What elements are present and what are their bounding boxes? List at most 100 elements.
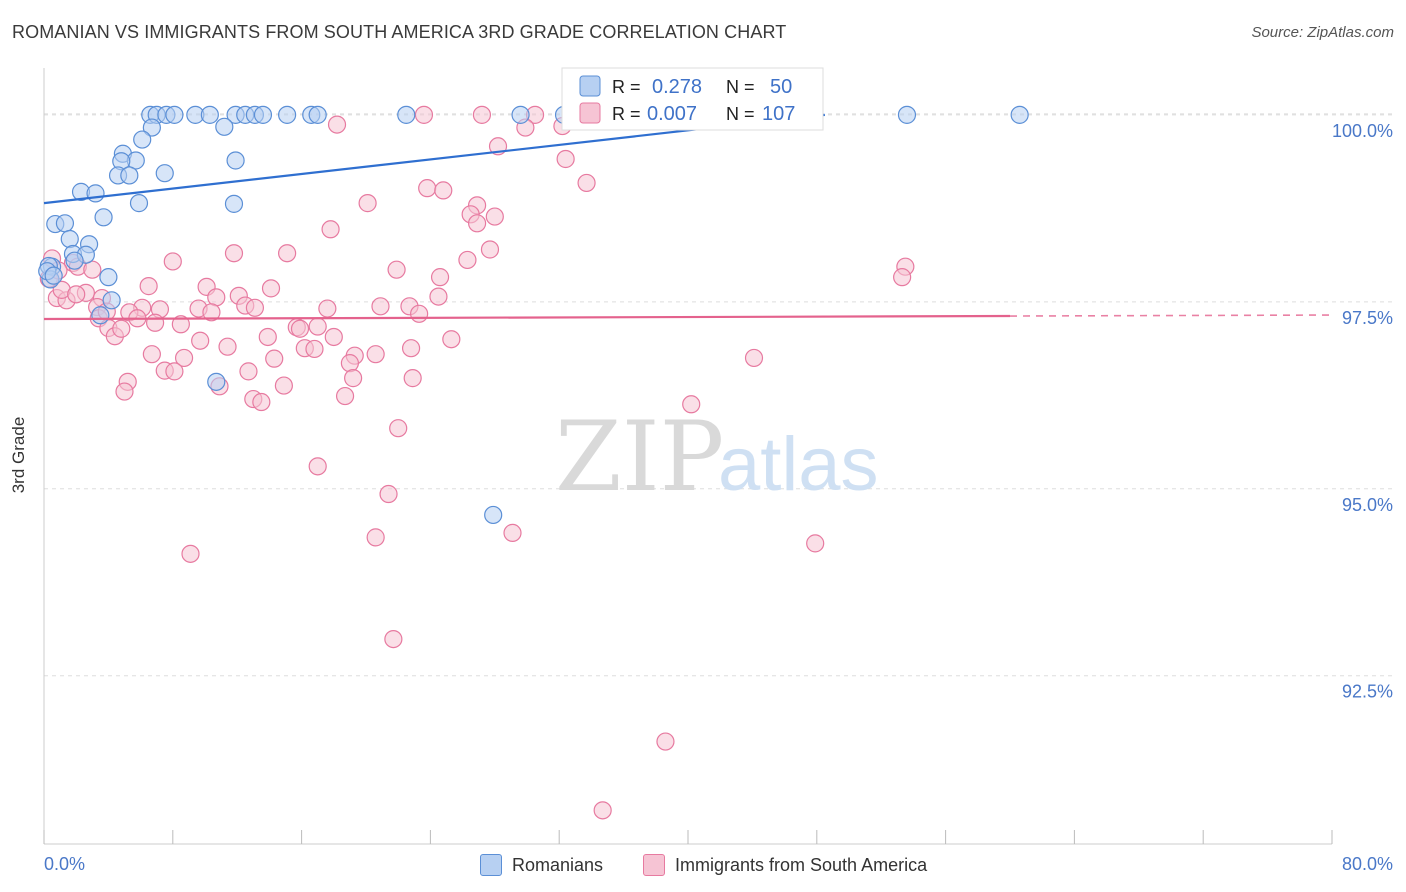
source-credit: Source: ZipAtlas.com (1251, 24, 1394, 41)
romanians-point (397, 105, 416, 124)
immigrants-point (112, 319, 131, 338)
romanians-point (224, 194, 244, 213)
romanians-point (207, 372, 226, 391)
immigrants-point (384, 629, 403, 649)
y-tick-label: 97.5% (1342, 308, 1393, 328)
immigrants-point (308, 317, 327, 336)
immigrants-point (181, 544, 200, 563)
stats-r-label-2: R = (612, 104, 641, 124)
immigrants-point (366, 345, 385, 364)
immigrants-point (202, 303, 221, 322)
immigrants-point (321, 220, 340, 239)
stats-legend-box (561, 67, 824, 131)
legend-swatch-immigrants (643, 854, 665, 876)
romanians-point (155, 164, 174, 183)
stats-n-label-1: N = (726, 77, 755, 97)
legend-label-romanians: Romanians (512, 854, 604, 875)
romanians-point (142, 118, 161, 137)
immigrants-point (577, 173, 596, 193)
stats-r-value-immigrants: 0.007 (647, 103, 697, 125)
immigrants-point (442, 330, 461, 349)
x-tick-label-min: 0.0% (44, 854, 85, 874)
watermark-zip: ZIP (555, 401, 724, 513)
romanians-point (215, 117, 234, 136)
immigrants-point (265, 349, 284, 368)
immigrants-point (305, 339, 324, 359)
immigrants-point (366, 528, 385, 547)
immigrants-point (327, 115, 347, 134)
stats-swatch-immigrants (579, 102, 601, 124)
immigrants-point (278, 244, 297, 263)
immigrants-trend-extension (1009, 314, 1333, 317)
romanians-point (129, 194, 149, 213)
stats-n-value-immigrants: 107 (762, 103, 795, 125)
romanians-point (511, 105, 530, 124)
immigrants-point (318, 299, 337, 318)
romanians-point (91, 306, 110, 325)
immigrants-point (261, 279, 281, 298)
stats-swatch-romanians (579, 75, 601, 97)
immigrants-point (174, 348, 194, 368)
immigrants-point (744, 348, 764, 368)
x-tick-label-max: 80.0% (1342, 854, 1393, 874)
immigrants-point (389, 419, 408, 438)
immigrants-point (145, 313, 165, 332)
romanians-point (200, 105, 219, 124)
watermark-atlas: atlas (718, 422, 879, 507)
immigrants-point (324, 327, 343, 347)
immigrants-point (430, 268, 450, 287)
immigrants-point (344, 369, 363, 388)
romanians-point (60, 229, 79, 249)
immigrants-point (806, 534, 825, 553)
immigrants-point (480, 240, 500, 259)
immigrants-point (258, 327, 277, 347)
immigrants-point (245, 298, 265, 317)
immigrants-point (274, 376, 293, 395)
immigrants-point (410, 304, 429, 323)
immigrants-point (379, 484, 398, 504)
romanians-point (484, 505, 503, 525)
romanians-point (165, 105, 184, 124)
romanians-point (1010, 105, 1029, 124)
immigrants-point (142, 345, 161, 364)
romanians-point (897, 105, 917, 124)
immigrants-point (893, 268, 912, 287)
romanians-point (308, 105, 327, 124)
stats-r-value-romanians: 0.278 (652, 76, 702, 98)
immigrants-point (165, 362, 184, 381)
y-tick-labels: 92.5% 95.0% 97.5% 100.0% (1332, 121, 1393, 702)
immigrants-point (163, 252, 182, 271)
chart-title: ROMANIAN VS IMMIGRANTS FROM SOUTH AMERIC… (12, 22, 787, 42)
immigrants-point (593, 801, 612, 820)
legend-label-immigrants: Immigrants from South America (675, 854, 928, 875)
immigrants-point (418, 179, 437, 198)
immigrants-point (218, 337, 237, 356)
legend-item-romanians[interactable]: Romanians (480, 854, 603, 876)
immigrants-point (83, 260, 102, 279)
immigrants-point (115, 382, 134, 401)
romanians-point (86, 184, 105, 203)
romanians-point (102, 291, 121, 310)
romanians-point (253, 105, 273, 124)
romanians-point (99, 268, 118, 287)
y-tick-label: 95.0% (1342, 495, 1393, 515)
immigrants-point (340, 354, 359, 373)
romanians-point (278, 105, 297, 124)
immigrants-point (358, 194, 377, 213)
romanians-point (133, 130, 152, 149)
romanians-point (65, 251, 84, 270)
romanians-point (226, 151, 245, 170)
romanians-points (38, 105, 1029, 525)
watermark: ZIP atlas (555, 401, 879, 513)
stats-n-value-romanians: 50 (770, 76, 792, 98)
immigrants-point (252, 392, 271, 412)
immigrants-point (403, 369, 422, 388)
immigrants-point (472, 105, 492, 124)
immigrants-point (239, 362, 258, 381)
immigrants-point (429, 287, 448, 306)
immigrants-point (224, 244, 244, 263)
immigrants-point (656, 732, 675, 751)
y-tick-label: 100.0% (1332, 121, 1393, 141)
legend-item-immigrants[interactable]: Immigrants from South America (643, 854, 927, 876)
